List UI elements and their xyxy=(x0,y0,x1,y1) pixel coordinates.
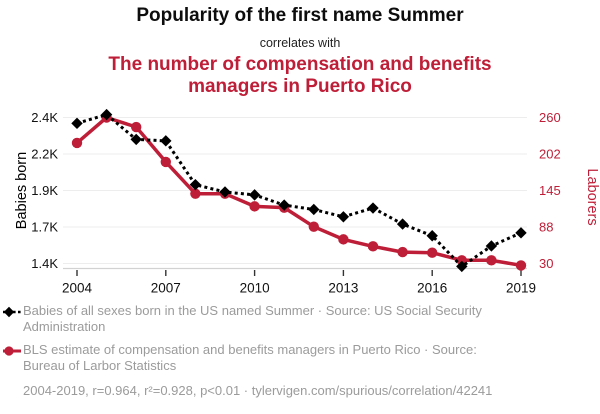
series-bls-managers xyxy=(71,112,527,271)
svg-text:88: 88 xyxy=(539,220,553,235)
legend-label: Babies of all sexes born in the US named… xyxy=(23,303,482,335)
legend-item-bls-managers: BLS estimate of compensation and benefit… xyxy=(3,342,583,374)
svg-text:2004: 2004 xyxy=(62,281,93,296)
svg-text:2016: 2016 xyxy=(417,281,447,296)
svg-text:1.4K: 1.4K xyxy=(31,256,58,271)
right-axis-labels: 260 202 145 88 30 xyxy=(539,110,561,271)
correlation-line-chart: 2004 2007 2010 2013 2016 2019 2.4K 2.2K 1.9K 1.7K… xyxy=(14,108,600,296)
right-axis-title: Laborers xyxy=(584,168,600,225)
legend-label-line1: Babies of all sexes born in the US named… xyxy=(23,303,482,318)
svg-text:1.7K: 1.7K xyxy=(31,220,58,235)
svg-text:202: 202 xyxy=(539,147,561,162)
secondary-title: The number of compensation and benefits … xyxy=(0,54,600,98)
legend: Babies of all sexes born in the US named… xyxy=(3,303,583,399)
gridlines xyxy=(63,117,527,264)
svg-text:260: 260 xyxy=(539,110,561,125)
svg-text:2.4K: 2.4K xyxy=(31,110,58,125)
left-axis-title: Babies born xyxy=(14,152,30,229)
svg-text:2013: 2013 xyxy=(328,281,358,296)
svg-text:2010: 2010 xyxy=(240,281,270,296)
series-babies-summer xyxy=(71,108,527,273)
chart-header: Popularity of the first name Summer corr… xyxy=(0,0,600,98)
x-axis: 2004 2007 2010 2013 2016 2019 xyxy=(62,267,536,296)
svg-text:145: 145 xyxy=(539,183,561,198)
svg-text:2007: 2007 xyxy=(151,281,181,296)
page-title: Popularity of the first name Summer xyxy=(136,5,464,26)
left-axis-labels: 2.4K 2.2K 1.9K 1.7K 1.4K xyxy=(31,110,58,271)
svg-text:2.2K: 2.2K xyxy=(31,147,58,162)
secondary-title-line1: The number of compensation and benefits xyxy=(108,54,492,75)
red-circle-marker-icon xyxy=(3,344,21,362)
legend-label-line2: Bureau of Larbor Statistics xyxy=(23,358,177,373)
stats-footer: 2004-2019, r=0.964, r²=0.928, p<0.01 · t… xyxy=(23,383,493,398)
legend-label: BLS estimate of compensation and benefit… xyxy=(23,342,477,374)
legend-label-line2: Administration xyxy=(23,319,106,334)
secondary-title-line2: managers in Puerto Rico xyxy=(188,76,412,97)
black-diamond-marker-icon xyxy=(3,305,21,323)
legend-label-line1: BLS estimate of compensation and benefit… xyxy=(23,342,477,357)
svg-text:30: 30 xyxy=(539,256,553,271)
svg-text:1.9K: 1.9K xyxy=(31,183,58,198)
correlates-with-label: correlates with xyxy=(259,36,341,50)
legend-item-babies-summer: Babies of all sexes born in the US named… xyxy=(3,303,583,335)
chart-area: 2004 2007 2010 2013 2016 2019 2.4K 2.2K 1.9K 1.7K… xyxy=(0,100,600,310)
svg-text:2019: 2019 xyxy=(506,281,536,296)
